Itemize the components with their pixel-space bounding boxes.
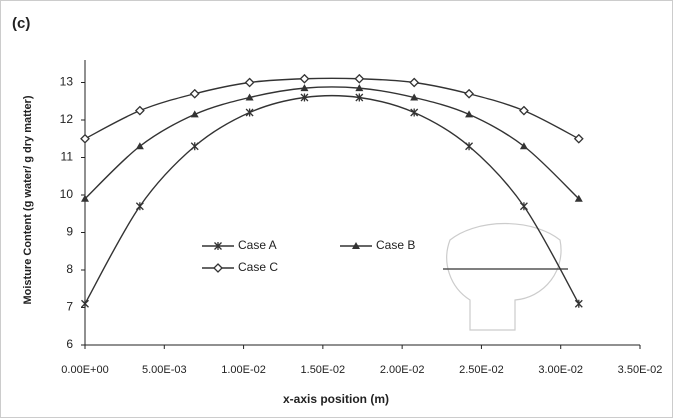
y-tick-label: 10	[60, 187, 74, 201]
legend-label: Case C	[238, 260, 278, 274]
y-axis-title: Moisture Content (g water/ g dry matter)	[22, 95, 34, 304]
y-tick-label: 6	[66, 337, 73, 351]
x-tick-label: 3.00E-02	[538, 364, 583, 376]
x-tick-label: 2.00E-02	[380, 364, 425, 376]
y-tick-label: 12	[60, 112, 74, 126]
x-axis-title: x-axis position (m)	[283, 392, 389, 406]
x-tick-label: 2.50E-02	[459, 364, 504, 376]
panel-label: (c)	[12, 15, 30, 32]
x-tick-label: 0.00E+00	[61, 364, 108, 376]
legend-label: Case B	[376, 238, 415, 252]
y-tick-label: 11	[61, 150, 74, 164]
y-tick-label: 13	[60, 75, 74, 89]
frame	[1, 1, 673, 418]
y-tick-label: 7	[66, 300, 73, 314]
x-tick-label: 1.50E-02	[301, 364, 346, 376]
x-tick-label: 5.00E-03	[142, 364, 187, 376]
x-tick-label: 1.00E-02	[221, 364, 266, 376]
chart: (c) x-axis position (m) Moisture Content…	[0, 0, 673, 418]
y-tick-label: 9	[66, 225, 73, 239]
y-tick-label: 8	[66, 262, 73, 276]
legend-label: Case A	[238, 238, 277, 252]
x-tick-label: 3.50E-02	[618, 364, 663, 376]
